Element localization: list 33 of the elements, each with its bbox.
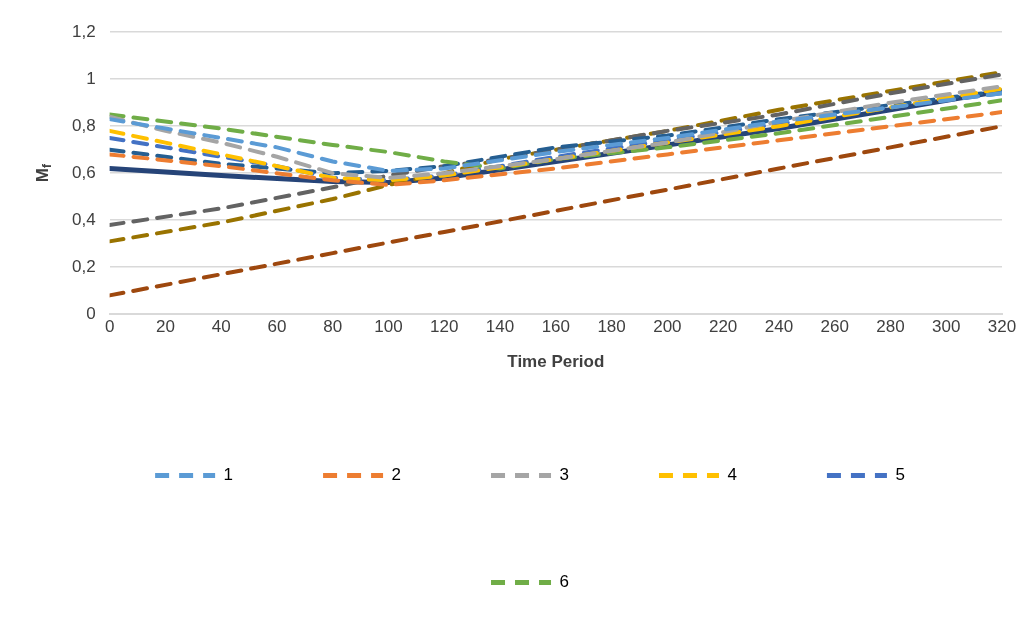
x-tick-label: 0 [104,317,115,337]
y-axis-title: Mf [32,164,55,183]
y-tick-label: 0 [86,303,96,323]
legend-label: 2 [391,465,402,485]
y-tick-label: 0,2 [71,256,96,276]
x-axis-title: Time Period [507,352,605,372]
x-tick-label: 120 [430,317,459,337]
x-tick-label: 220 [708,317,738,337]
legend-label: 1 [223,465,234,485]
line-series [109,110,1002,187]
legend-label: 4 [727,465,737,485]
x-tick-label: 300 [932,317,961,337]
x-tick-label: 80 [323,317,343,337]
x-tick-label: 320 [987,317,1017,337]
y-tick-label: 0,6 [71,162,96,182]
x-tick-label: 200 [653,317,682,337]
x-tick-label: 60 [267,317,287,337]
y-tick-label: 0,4 [71,209,96,229]
y-tick-label: 1,2 [71,21,96,41]
legend-label: 3 [559,465,569,485]
x-tick-label: 20 [155,317,175,337]
x-tick-label: 240 [764,317,794,337]
y-tick-label: 0,8 [71,115,96,135]
x-tick-label: 260 [820,317,849,337]
x-tick-label: 180 [597,317,626,337]
x-tick-label: 40 [211,317,231,337]
x-tick-label: 280 [876,317,905,337]
x-tick-label: 160 [541,317,570,337]
y-tick-label: 1 [86,68,96,88]
legend-label: 5 [895,465,905,485]
x-tick-label: 100 [374,317,403,337]
legend-label: 6 [559,572,569,592]
x-tick-label: 140 [485,317,515,337]
